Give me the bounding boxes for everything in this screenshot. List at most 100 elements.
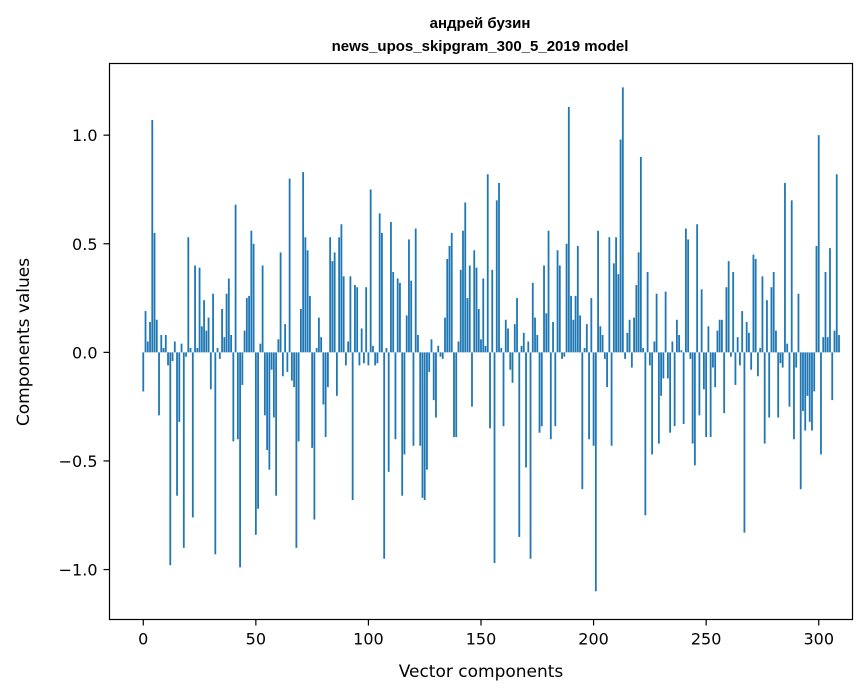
bar bbox=[259, 343, 262, 353]
bar bbox=[822, 337, 825, 353]
bar bbox=[579, 315, 581, 353]
bar bbox=[660, 352, 663, 396]
bar bbox=[513, 324, 516, 353]
bar bbox=[311, 352, 314, 448]
bar bbox=[142, 352, 145, 392]
bar bbox=[829, 248, 831, 353]
bar bbox=[471, 352, 473, 407]
bar bbox=[297, 352, 300, 442]
bar bbox=[209, 352, 212, 390]
bar bbox=[446, 258, 449, 353]
bar bbox=[493, 352, 496, 564]
bar bbox=[225, 293, 228, 353]
bar bbox=[207, 317, 210, 353]
bar bbox=[336, 352, 338, 396]
bar bbox=[279, 252, 282, 353]
bar bbox=[763, 352, 766, 444]
bar bbox=[248, 295, 250, 353]
bar bbox=[797, 293, 800, 353]
bar bbox=[369, 189, 372, 353]
bar bbox=[358, 352, 361, 366]
bar bbox=[590, 298, 593, 353]
bar bbox=[707, 326, 710, 353]
bar bbox=[363, 352, 365, 364]
bar bbox=[441, 352, 444, 359]
bar bbox=[306, 250, 309, 353]
bar bbox=[180, 343, 183, 353]
bar bbox=[520, 345, 523, 353]
bar bbox=[435, 352, 437, 418]
bar bbox=[254, 352, 257, 535]
bar bbox=[509, 352, 512, 370]
bar bbox=[221, 308, 223, 353]
bar bbox=[239, 352, 241, 568]
y-tick-label: 1.0 bbox=[72, 126, 97, 145]
bar bbox=[457, 341, 460, 353]
bar bbox=[599, 326, 602, 353]
bar bbox=[196, 348, 199, 353]
bar bbox=[432, 352, 435, 401]
bar bbox=[390, 222, 392, 353]
bar bbox=[252, 243, 255, 353]
bar bbox=[680, 350, 683, 353]
bar bbox=[216, 348, 219, 353]
bar bbox=[243, 330, 246, 353]
bar bbox=[167, 352, 169, 366]
bar bbox=[354, 285, 356, 353]
bar bbox=[534, 317, 536, 353]
bar bbox=[644, 352, 647, 516]
bar bbox=[811, 352, 813, 431]
bar bbox=[171, 352, 174, 362]
bar bbox=[781, 352, 784, 368]
bar bbox=[277, 339, 280, 353]
bar bbox=[340, 224, 343, 353]
bar bbox=[588, 352, 590, 440]
bar bbox=[462, 230, 464, 353]
bar bbox=[317, 317, 320, 353]
bar bbox=[775, 330, 777, 353]
bar bbox=[585, 324, 588, 353]
bar bbox=[615, 237, 617, 353]
bar bbox=[777, 352, 780, 418]
bar bbox=[455, 352, 458, 438]
bar bbox=[421, 352, 424, 498]
bar bbox=[182, 352, 185, 548]
bar bbox=[543, 265, 545, 353]
bar bbox=[639, 156, 642, 353]
bar bbox=[813, 352, 816, 392]
bar bbox=[581, 352, 584, 490]
bar bbox=[367, 352, 370, 366]
bar bbox=[565, 243, 568, 353]
bar bbox=[178, 352, 181, 422]
bar bbox=[576, 245, 579, 353]
bar bbox=[356, 287, 359, 353]
bar bbox=[664, 291, 667, 353]
bar bbox=[554, 352, 557, 427]
bar bbox=[304, 237, 307, 353]
bar bbox=[176, 352, 178, 496]
bar bbox=[403, 352, 406, 455]
bar bbox=[799, 352, 802, 490]
bar bbox=[626, 332, 629, 353]
bar bbox=[399, 282, 401, 353]
bar bbox=[804, 352, 807, 431]
bar bbox=[484, 345, 487, 353]
bar bbox=[790, 200, 793, 353]
bar bbox=[293, 352, 296, 388]
x-tick-label: 50 bbox=[246, 630, 266, 649]
bar bbox=[149, 321, 151, 353]
bar bbox=[412, 352, 415, 446]
bar bbox=[153, 232, 156, 353]
bar bbox=[417, 334, 419, 353]
bar bbox=[574, 295, 577, 353]
bar bbox=[743, 352, 746, 533]
bar bbox=[444, 317, 446, 353]
bar bbox=[261, 265, 264, 353]
bar bbox=[351, 352, 354, 501]
bar bbox=[772, 272, 775, 353]
bar bbox=[155, 319, 158, 353]
bar bbox=[815, 245, 818, 353]
bar bbox=[459, 269, 462, 353]
bar bbox=[730, 352, 732, 357]
bar bbox=[750, 352, 753, 370]
